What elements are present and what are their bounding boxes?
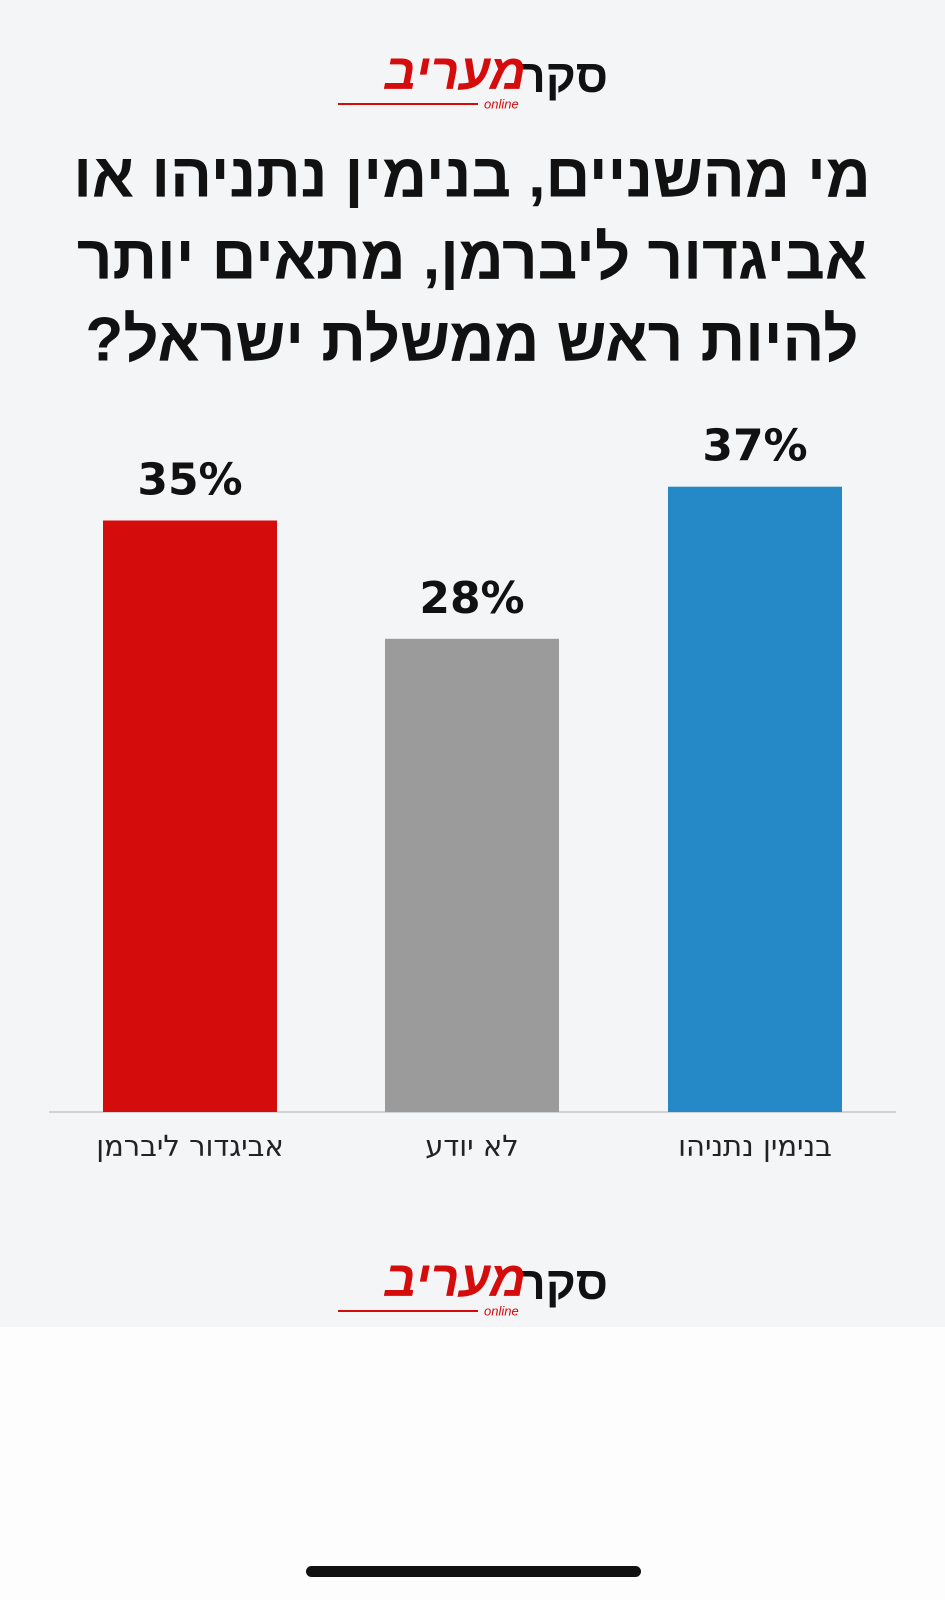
value-label: 28% (419, 573, 524, 624)
logo-brand: מעריב (383, 44, 526, 100)
value-label: 37% (702, 421, 807, 472)
logo-sub: online (484, 1303, 519, 1318)
logo-brand: מעריב (383, 1251, 526, 1307)
logo-header: סקר מעריב online (338, 44, 608, 111)
category-label: בנימין נתניהו (678, 1129, 832, 1163)
chart-title: להיות ראש ממשלת ישראל? (85, 305, 858, 374)
chart-title: מי מהשניים, בנימין נתניהו או (73, 141, 871, 210)
bar (668, 486, 842, 1112)
bar (103, 520, 277, 1112)
logo-prefix: סקר (519, 50, 608, 102)
category-label: לא יודע (425, 1129, 518, 1163)
bar (385, 638, 559, 1112)
category-label: אביגדור ליברמן (96, 1129, 284, 1163)
value-label: 35% (137, 455, 242, 506)
chart-title: אביגדור ליברמן, מתאים יותר (77, 223, 867, 292)
home-indicator (306, 1566, 641, 1577)
logo-sub: online (484, 96, 519, 111)
logo-prefix: סקר (519, 1257, 608, 1309)
logo-footer: סקר מעריב online (338, 1251, 608, 1318)
